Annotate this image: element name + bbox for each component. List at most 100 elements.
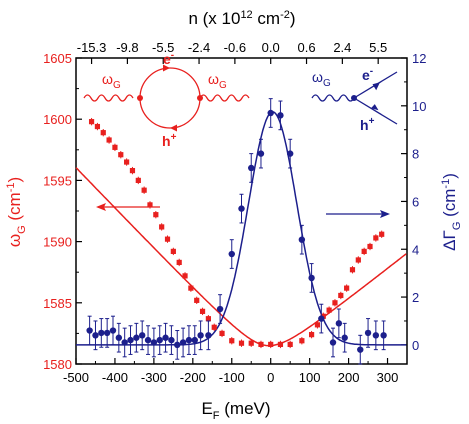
- top-axis-ticks: -15.3 -9.8 -5.5 -2.4 -0.6 0.0 0.6 2.4 5.5: [77, 40, 387, 64]
- right-axis-title: ΔΓG (cm-1): [440, 173, 463, 251]
- bottom-axis-title: EF (meV): [201, 399, 270, 422]
- right-tick-label: 10: [412, 99, 426, 114]
- blue-data-point: [174, 341, 181, 349]
- red-data-point: [176, 259, 182, 266]
- right-tick-label: 0: [412, 338, 419, 353]
- red-axis-arrow: [96, 203, 160, 211]
- red-data-point: [367, 243, 373, 250]
- blue-fit-curve: [76, 111, 407, 346]
- blue-data-point: [205, 332, 212, 339]
- red-data-point: [124, 159, 130, 165]
- blue-data-point: [257, 150, 265, 157]
- blue-data-point: [364, 329, 372, 337]
- bottom-tick-label: -100: [219, 370, 245, 385]
- electron-hole-loop: [139, 67, 201, 129]
- left-tick-label: 1605: [43, 51, 72, 66]
- red-data-point: [229, 338, 235, 344]
- blue-data-point: [318, 315, 325, 322]
- red-data-point: [314, 322, 321, 328]
- blue-axis-arrow: [326, 210, 390, 218]
- blue-data-point: [179, 339, 187, 346]
- right-diagram-hole: h+: [360, 116, 375, 133]
- blue-data-point: [191, 336, 198, 344]
- blue-data-point: [308, 274, 315, 282]
- blue-data-point: [144, 336, 152, 344]
- red-data-point: [194, 297, 200, 303]
- bottom-tick-label: 200: [338, 370, 360, 385]
- bottom-tick-label: -300: [141, 370, 167, 385]
- red-data-point: [153, 212, 159, 218]
- blue-data-point: [185, 336, 193, 344]
- blue-data-point: [115, 334, 123, 341]
- top-tick-label: 2.4: [333, 40, 351, 55]
- red-data-point: [182, 273, 188, 279]
- red-data-point: [129, 168, 136, 174]
- top-tick-label: 5.5: [369, 40, 387, 55]
- blue-data-point: [150, 339, 158, 346]
- blue-data-point: [98, 329, 105, 337]
- blue-data-point: [121, 339, 128, 346]
- bottom-tick-label: -400: [102, 370, 128, 385]
- blue-data-point: [156, 336, 163, 344]
- red-data-point: [287, 341, 293, 348]
- red-data-point: [188, 285, 194, 291]
- red-data-point: [112, 144, 118, 150]
- blue-data-point: [238, 205, 245, 212]
- red-data-point: [118, 152, 124, 158]
- left-axis-ticks: 1580 1585 1590 1595 1600 1605: [43, 51, 82, 372]
- bottom-tick-label: -200: [180, 370, 206, 385]
- top-tick-label: -15.3: [77, 40, 107, 55]
- bottom-tick-label: -500: [63, 370, 89, 385]
- blue-data-point: [228, 250, 235, 258]
- red-data-point: [135, 177, 141, 183]
- top-tick-label: -2.4: [188, 40, 210, 55]
- blue-data-point: [267, 109, 274, 117]
- left-diagram-omega-in: ωG: [102, 71, 121, 91]
- bottom-axis-ticks: -500 -400 -300 -200 -100 0 100 200 300: [63, 358, 398, 385]
- blue-data-point: [139, 332, 146, 339]
- red-data-point: [238, 340, 245, 346]
- bottom-tick-label: 0: [267, 370, 274, 385]
- red-data-point: [100, 130, 106, 136]
- blue-data-point: [277, 112, 284, 119]
- blue-series-points: [86, 98, 387, 365]
- left-tick-label: 1580: [43, 357, 72, 372]
- blue-data-point: [248, 164, 255, 172]
- top-tick-label: -9.8: [116, 40, 138, 55]
- bottom-tick-label: 100: [299, 370, 321, 385]
- incoming-phonon-wave: [83, 94, 134, 102]
- red-data-point: [268, 341, 274, 348]
- red-data-point: [94, 123, 101, 130]
- bottom-tick-label: 300: [377, 370, 399, 385]
- decay-phonon-wave: [311, 94, 355, 102]
- red-data-point: [338, 292, 344, 299]
- left-diagram-omega-out: ωG: [208, 71, 227, 91]
- left-axis-title: ωG (cm-1): [5, 177, 28, 247]
- red-data-point: [199, 308, 206, 314]
- blue-data-point: [380, 332, 387, 339]
- red-data-point: [349, 267, 356, 273]
- red-data-point: [308, 332, 315, 338]
- blue-data-point: [216, 305, 224, 313]
- red-data-point: [379, 231, 385, 237]
- blue-data-point: [109, 327, 117, 334]
- right-diagram-omega: ωG: [312, 69, 331, 89]
- blue-data-point: [103, 329, 111, 337]
- left-diagram-electron: e-: [163, 50, 174, 67]
- left-tick-label: 1600: [43, 112, 72, 127]
- blue-data-point: [127, 336, 134, 344]
- red-data-point: [219, 330, 225, 336]
- blue-data-point: [372, 332, 380, 339]
- red-data-point: [141, 187, 147, 193]
- blue-data-point: [298, 236, 306, 243]
- red-data-point: [361, 248, 367, 254]
- red-data-point: [170, 248, 176, 254]
- red-data-point: [344, 285, 350, 291]
- red-data-point: [164, 236, 171, 242]
- red-data-point: [326, 307, 332, 313]
- red-data-point: [277, 341, 284, 348]
- red-series-points: [88, 117, 385, 349]
- top-axis-title: n (x 1012 cm-2): [188, 9, 295, 28]
- right-tick-label: 12: [412, 51, 426, 66]
- blue-data-point: [86, 327, 93, 334]
